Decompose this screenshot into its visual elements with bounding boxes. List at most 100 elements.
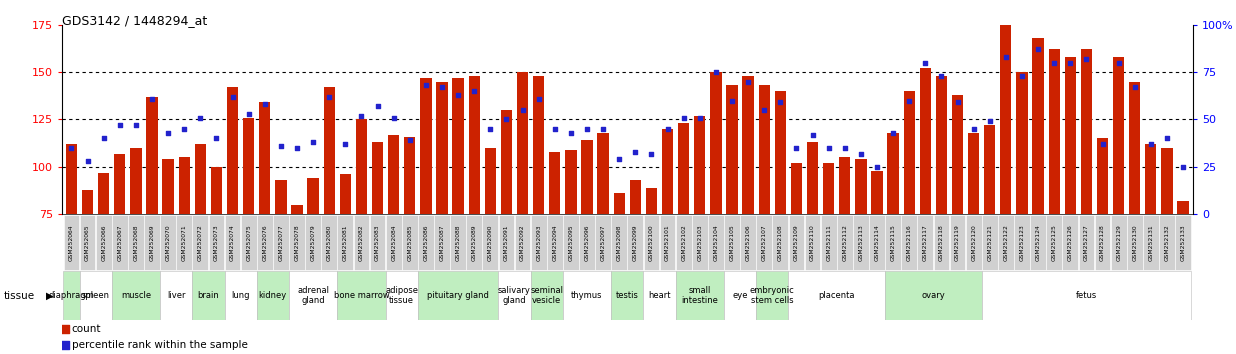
- Point: [1077, 56, 1096, 62]
- Bar: [517, 72, 528, 214]
- Point: [722, 98, 742, 103]
- Bar: [628, 215, 643, 270]
- Point: [884, 130, 904, 136]
- Bar: [612, 215, 627, 270]
- Bar: [869, 215, 885, 270]
- Bar: [450, 215, 466, 270]
- Bar: [676, 271, 724, 320]
- Bar: [63, 271, 79, 320]
- Point: [964, 126, 984, 132]
- Point: [1109, 60, 1128, 65]
- Bar: [82, 189, 93, 214]
- Bar: [997, 215, 1014, 270]
- Text: embryonic
stem cells: embryonic stem cells: [750, 286, 795, 305]
- Bar: [853, 215, 869, 270]
- Text: GSM252071: GSM252071: [182, 224, 187, 261]
- Text: GSM252114: GSM252114: [875, 224, 880, 261]
- Bar: [629, 180, 641, 214]
- Bar: [901, 215, 917, 270]
- Point: [465, 88, 485, 94]
- Point: [916, 60, 936, 65]
- Point: [351, 113, 371, 119]
- Point: [174, 126, 194, 132]
- Point: [674, 115, 693, 120]
- Bar: [273, 215, 289, 270]
- Bar: [1096, 138, 1109, 214]
- Bar: [243, 118, 255, 214]
- Bar: [1080, 50, 1093, 214]
- Bar: [581, 140, 592, 214]
- Bar: [209, 215, 225, 270]
- Point: [658, 126, 677, 132]
- Point: [319, 94, 339, 99]
- Text: GSM252103: GSM252103: [697, 224, 702, 261]
- Bar: [821, 215, 837, 270]
- Point: [1012, 73, 1032, 79]
- Text: GSM252122: GSM252122: [1004, 224, 1009, 261]
- Text: GSM252131: GSM252131: [1148, 224, 1153, 261]
- Bar: [112, 215, 127, 270]
- Text: ovary: ovary: [922, 291, 946, 300]
- Bar: [353, 215, 370, 270]
- Bar: [337, 215, 353, 270]
- Text: GSM252097: GSM252097: [601, 224, 606, 261]
- Text: GSM252119: GSM252119: [955, 224, 960, 261]
- Bar: [695, 116, 706, 214]
- Bar: [743, 76, 754, 214]
- Text: GSM252092: GSM252092: [520, 224, 525, 261]
- Bar: [724, 215, 740, 270]
- Bar: [596, 215, 611, 270]
- Bar: [772, 215, 789, 270]
- Bar: [466, 215, 482, 270]
- Bar: [789, 271, 885, 320]
- Bar: [562, 215, 578, 270]
- Text: GSM252105: GSM252105: [729, 224, 734, 261]
- Point: [287, 145, 307, 151]
- Text: fetus: fetus: [1075, 291, 1098, 300]
- Text: GSM252106: GSM252106: [745, 224, 750, 261]
- Text: GSM252118: GSM252118: [939, 224, 944, 261]
- Bar: [530, 215, 546, 270]
- Point: [609, 156, 629, 162]
- Text: spleen: spleen: [82, 291, 110, 300]
- Point: [126, 122, 146, 128]
- Bar: [1079, 215, 1094, 270]
- Text: kidney: kidney: [258, 291, 287, 300]
- Bar: [965, 215, 981, 270]
- Text: GSM252124: GSM252124: [1036, 224, 1041, 261]
- Point: [818, 145, 838, 151]
- Bar: [292, 205, 303, 214]
- Bar: [289, 271, 337, 320]
- Bar: [968, 133, 979, 214]
- Bar: [756, 215, 772, 270]
- Text: tissue: tissue: [4, 291, 35, 301]
- Point: [1028, 47, 1048, 52]
- Bar: [530, 271, 562, 320]
- Bar: [1064, 57, 1077, 214]
- Text: GSM252101: GSM252101: [665, 224, 670, 261]
- Bar: [130, 148, 142, 214]
- Bar: [597, 133, 609, 214]
- Point: [850, 151, 870, 156]
- Bar: [549, 152, 560, 214]
- Bar: [1111, 215, 1126, 270]
- Bar: [195, 144, 206, 214]
- Point: [361, 141, 381, 146]
- Bar: [1016, 72, 1027, 214]
- Text: GSM252090: GSM252090: [488, 224, 493, 261]
- Text: GSM252133: GSM252133: [1180, 224, 1185, 261]
- Bar: [1178, 201, 1189, 214]
- Bar: [1159, 215, 1175, 270]
- Bar: [645, 188, 658, 214]
- Point: [62, 145, 82, 151]
- Bar: [708, 215, 724, 270]
- Bar: [807, 142, 818, 214]
- Text: GSM252102: GSM252102: [681, 224, 686, 261]
- Text: GSM252117: GSM252117: [923, 224, 928, 261]
- Text: GSM252129: GSM252129: [1116, 224, 1121, 261]
- Bar: [146, 97, 158, 214]
- Text: GSM252088: GSM252088: [456, 224, 461, 261]
- Point: [222, 94, 242, 99]
- Text: GSM252107: GSM252107: [761, 224, 766, 261]
- Bar: [482, 215, 498, 270]
